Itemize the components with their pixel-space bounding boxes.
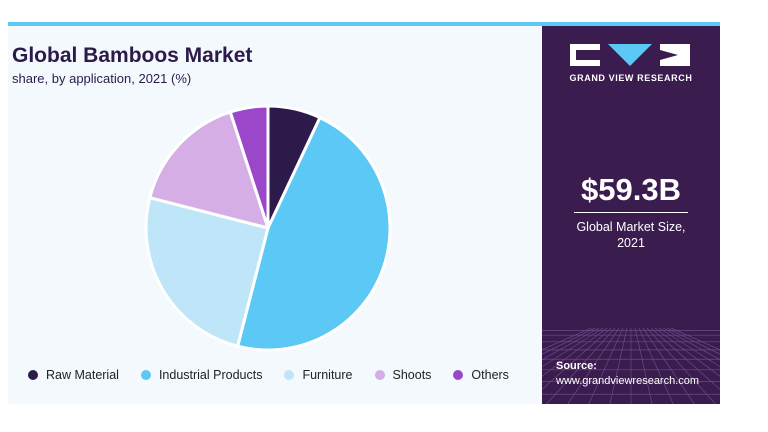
- info-sidebar: GRAND VIEW RESEARCH $59.3B Global Market…: [542, 26, 720, 404]
- chart-card: Global Bamboos Market share, by applicat…: [8, 22, 720, 404]
- pie-chart: [144, 104, 392, 352]
- pie-slice-others: [228, 104, 270, 230]
- grid-line: [634, 328, 653, 404]
- legend-swatch: [28, 370, 38, 380]
- legend-item-industrial-products: Industrial Products: [140, 368, 263, 382]
- legend-swatch: [374, 370, 385, 380]
- grid-floor-graphic: [542, 328, 720, 404]
- legend-label: Industrial Products: [158, 368, 263, 382]
- legend-label: Others: [471, 368, 509, 382]
- grid-line: [542, 328, 608, 377]
- grid-line: [542, 328, 604, 368]
- grid-line: [666, 328, 720, 355]
- grid-line: [542, 328, 612, 390]
- legend-item-raw-material: Raw Material: [28, 368, 119, 382]
- legend-swatch: [284, 370, 295, 380]
- market-size-label-line1: Global Market Size,: [576, 220, 686, 234]
- legend-label: Furniture: [302, 368, 353, 382]
- grid-line: [670, 328, 720, 351]
- chart-subtitle: share, by application, 2021 (%): [12, 71, 192, 86]
- legend-item-others: Others: [453, 368, 509, 382]
- grid-line: [654, 328, 720, 377]
- chart-title: Global Bamboos Market: [12, 44, 253, 67]
- pie-slice-furniture: [144, 196, 270, 348]
- grid-line: [542, 328, 592, 351]
- grid-line: [542, 328, 600, 361]
- legend-item-shoots: Shoots: [374, 368, 432, 382]
- gvr-logo-icon: [570, 44, 690, 66]
- grid-line: [658, 328, 720, 368]
- value-divider: [574, 212, 688, 213]
- pie-slice-industrial-products: [236, 116, 392, 352]
- grid-line: [642, 328, 695, 404]
- source-label: Source:: [556, 360, 597, 372]
- market-size-value: $59.3B: [581, 172, 681, 207]
- market-size-label-line2: 2021: [617, 236, 645, 250]
- grid-line: [662, 328, 720, 361]
- legend-item-furniture: Furniture: [284, 368, 353, 382]
- brand-name: GRAND VIEW RESEARCH: [569, 73, 693, 83]
- grid-line: [638, 328, 674, 404]
- legend-label: Raw Material: [46, 368, 119, 382]
- legend-swatch: [140, 370, 151, 380]
- grid-line: [542, 328, 596, 355]
- grid-line: [546, 328, 616, 404]
- legend-label: Shoots: [392, 368, 432, 382]
- grid-line: [567, 328, 620, 404]
- grid-line: [646, 328, 716, 404]
- legend-swatch: [453, 370, 464, 380]
- market-size-label: Global Market Size, 2021: [542, 219, 720, 251]
- chart-legend: Raw Material Industrial Products Furniture…: [28, 368, 531, 382]
- grid-line: [609, 328, 628, 404]
- source-url-link[interactable]: www.grandviewresearch.com: [556, 375, 700, 387]
- grid-line: [650, 328, 720, 390]
- grid-line: [588, 328, 624, 404]
